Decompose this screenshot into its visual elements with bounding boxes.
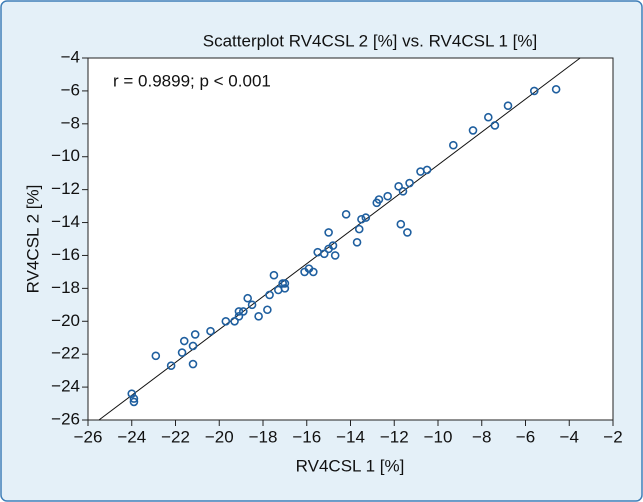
point (330, 251, 340, 260)
y-axis-label: RV4CSL 2 [%] (23, 185, 42, 294)
point (127, 389, 137, 398)
y-tick-label: −4 (61, 47, 80, 66)
point (361, 213, 371, 222)
fit-line (98, 57, 581, 421)
point (243, 293, 252, 303)
y-tick-label: −22 (51, 344, 80, 363)
point (484, 112, 493, 122)
point (247, 300, 257, 310)
point (319, 249, 329, 259)
x-tick-label: −16 (292, 427, 321, 446)
y-tick-label: −20 (51, 311, 80, 330)
point (383, 191, 392, 201)
point (551, 84, 561, 94)
point (265, 290, 274, 300)
point (341, 210, 351, 219)
chart-title: Scatterplot RV4CSL 2 [%] vs. RV4CSL 1 [%… (203, 31, 538, 50)
x-tick-label: −2 (603, 427, 622, 446)
y-tick-label: −8 (61, 113, 80, 132)
y-tick-label: −24 (51, 377, 80, 396)
point (188, 341, 198, 351)
point (396, 219, 406, 229)
x-tick-label: −6 (516, 427, 535, 446)
point (449, 140, 458, 150)
point (529, 86, 539, 96)
x-tick-label: −14 (336, 427, 365, 446)
point (357, 214, 366, 224)
annotation: r = 0.9899; p < 0.001 (113, 71, 271, 90)
y-tick-label: −16 (51, 245, 80, 264)
point (405, 178, 414, 188)
point (234, 312, 244, 321)
x-tick-label: −22 (161, 427, 190, 446)
point (190, 330, 200, 339)
point (394, 182, 403, 191)
point (206, 326, 215, 336)
y-tick-label: −6 (61, 80, 80, 99)
point (129, 397, 139, 407)
point (221, 316, 231, 326)
point (230, 316, 239, 326)
point (179, 336, 189, 346)
point (129, 394, 139, 403)
y-tick-label: −10 (51, 146, 80, 165)
point (490, 121, 500, 130)
x-tick-label: −10 (424, 427, 453, 446)
x-tick-label: −20 (205, 427, 234, 446)
point (398, 186, 408, 196)
x-tick-label: −4 (560, 427, 579, 446)
plot-area (87, 57, 614, 421)
point (166, 361, 176, 371)
y-tick-label: −26 (51, 409, 80, 428)
point (503, 101, 513, 111)
point (422, 165, 432, 175)
point (354, 224, 364, 234)
point (324, 228, 333, 237)
point (269, 270, 279, 280)
y-tick-label: −12 (51, 179, 80, 198)
point (280, 279, 290, 288)
point (352, 237, 362, 247)
x-tick-label: −18 (249, 427, 278, 446)
point (374, 195, 384, 204)
x-tick-label: −24 (117, 427, 146, 446)
x-tick-label: −12 (380, 427, 409, 446)
x-tick-label: −26 (74, 427, 103, 446)
y-tick-label: −14 (51, 212, 80, 231)
point (151, 351, 161, 361)
point (403, 228, 412, 237)
x-axis-label: RV4CSL 1 [%] (296, 456, 405, 475)
point (254, 312, 263, 321)
point (328, 241, 338, 250)
point (177, 348, 187, 357)
point (239, 307, 248, 316)
x-tick-label: −8 (472, 427, 491, 446)
point (234, 307, 244, 316)
point (280, 284, 290, 293)
y-tick-label: −18 (51, 278, 80, 297)
point (309, 267, 318, 277)
point (188, 359, 198, 369)
point (263, 305, 272, 315)
point (468, 126, 478, 135)
